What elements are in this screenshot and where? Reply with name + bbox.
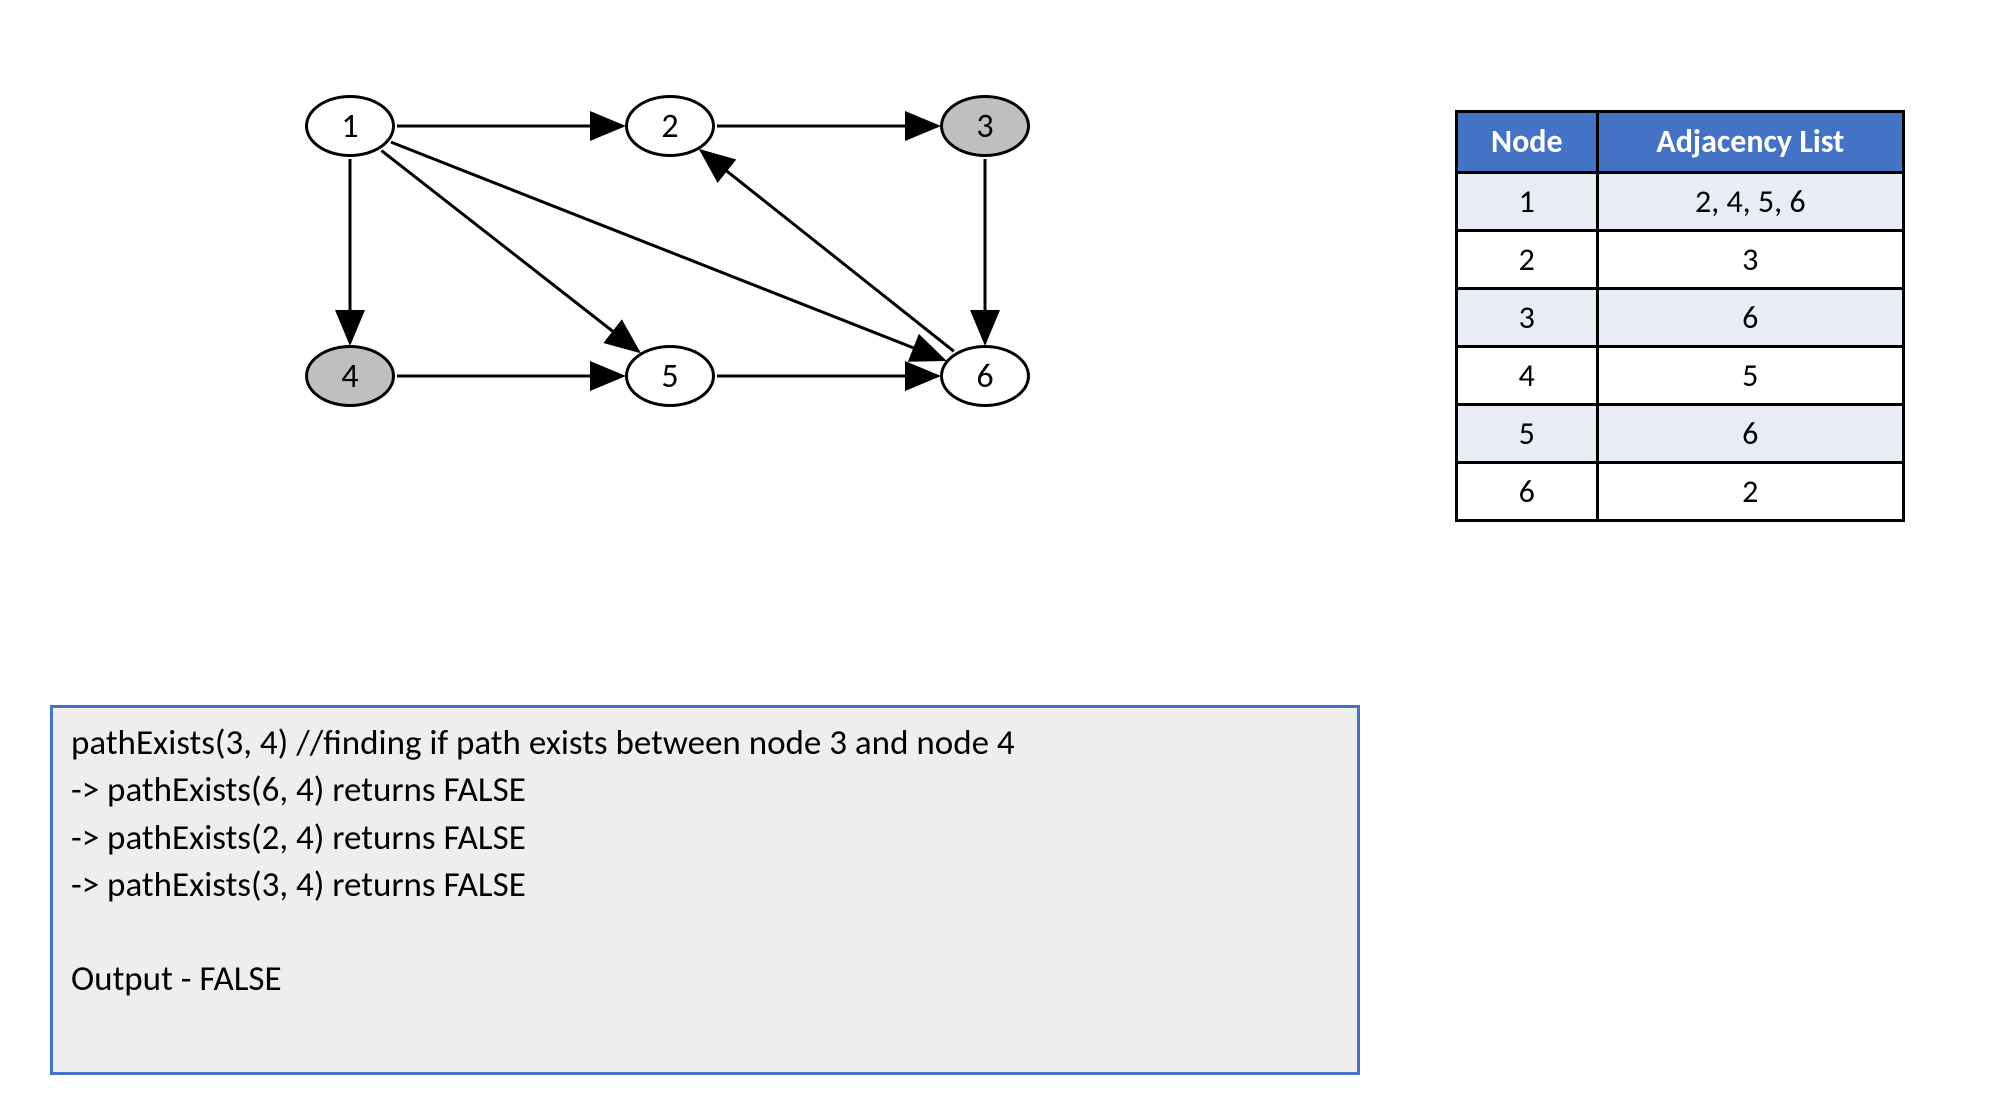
table-cell-node: 1 xyxy=(1457,173,1598,231)
graph-node-label: 1 xyxy=(341,106,358,147)
table-cell-node: 6 xyxy=(1457,463,1598,521)
table-cell-adjlist: 6 xyxy=(1597,405,1903,463)
table-cell-adjlist: 2 xyxy=(1597,463,1903,521)
graph-node-label: 5 xyxy=(661,356,678,397)
graph-node-label: 4 xyxy=(341,356,358,397)
table-cell-node: 3 xyxy=(1457,289,1598,347)
table-header-adjlist: Adjacency List xyxy=(1597,112,1903,173)
code-line: Output - FALSE xyxy=(71,956,1339,1003)
table-row: 62 xyxy=(1457,463,1904,521)
code-line: -> pathExists(2, 4) returns FALSE xyxy=(71,815,1339,862)
graph-node-3: 3 xyxy=(940,95,1030,157)
table-cell-node: 5 xyxy=(1457,405,1598,463)
table-cell-adjlist: 3 xyxy=(1597,231,1903,289)
code-output-box: pathExists(3, 4) //finding if path exist… xyxy=(50,705,1360,1075)
graph-node-label: 3 xyxy=(976,106,993,147)
graph-diagram: 1 2 3 4 5 6 xyxy=(260,50,1080,480)
graph-node-4: 4 xyxy=(305,345,395,407)
table-header-node: Node xyxy=(1457,112,1598,173)
graph-node-1: 1 xyxy=(305,95,395,157)
table-row: 36 xyxy=(1457,289,1904,347)
table-row: 23 xyxy=(1457,231,1904,289)
code-line: -> pathExists(3, 4) returns FALSE xyxy=(71,862,1339,909)
table-row: 45 xyxy=(1457,347,1904,405)
table-cell-adjlist: 2, 4, 5, 6 xyxy=(1597,173,1903,231)
code-line: pathExists(3, 4) //finding if path exist… xyxy=(71,720,1339,767)
graph-node-2: 2 xyxy=(625,95,715,157)
table-cell-adjlist: 5 xyxy=(1597,347,1903,405)
graph-edge-1-5 xyxy=(381,151,638,352)
table-row: 56 xyxy=(1457,405,1904,463)
code-line xyxy=(71,909,1339,956)
table-cell-adjlist: 6 xyxy=(1597,289,1903,347)
graph-node-label: 6 xyxy=(976,356,993,397)
adjacency-table: Node Adjacency List 12, 4, 5, 6233645566… xyxy=(1455,110,1905,522)
graph-edge-1-6 xyxy=(391,142,944,360)
graph-node-label: 2 xyxy=(661,106,678,147)
adjacency-table-container: Node Adjacency List 12, 4, 5, 6233645566… xyxy=(1455,110,1905,522)
graph-node-6: 6 xyxy=(940,345,1030,407)
table-row: 12, 4, 5, 6 xyxy=(1457,173,1904,231)
graph-node-5: 5 xyxy=(625,345,715,407)
code-line: -> pathExists(6, 4) returns FALSE xyxy=(71,767,1339,814)
table-cell-node: 2 xyxy=(1457,231,1598,289)
table-cell-node: 4 xyxy=(1457,347,1598,405)
graph-edge-6-2 xyxy=(701,151,954,352)
